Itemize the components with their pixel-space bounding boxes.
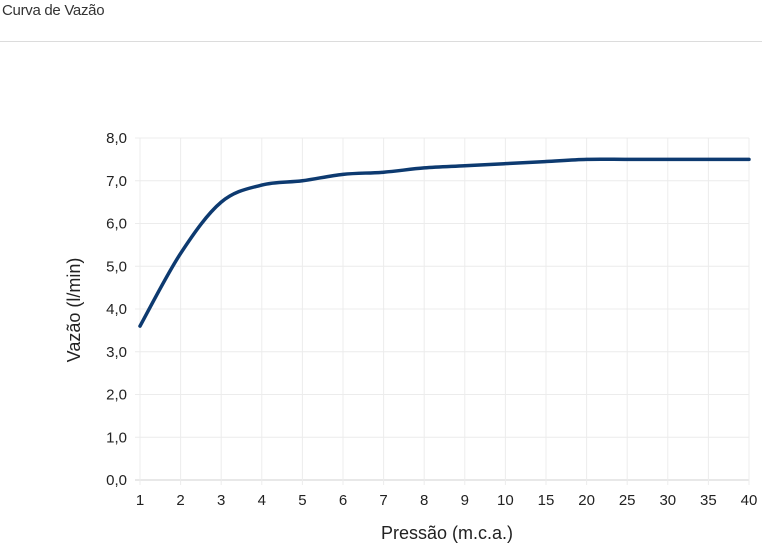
y-tick-label: 4,0 bbox=[106, 301, 127, 318]
x-tick-label: 9 bbox=[461, 492, 469, 509]
x-tick-label: 30 bbox=[659, 492, 676, 509]
y-tick-label: 7,0 bbox=[106, 173, 127, 190]
x-tick-label: 8 bbox=[420, 492, 428, 509]
x-tick-label: 25 bbox=[619, 492, 636, 509]
x-tick-label: 5 bbox=[298, 492, 306, 509]
x-tick-label: 4 bbox=[258, 492, 266, 509]
x-tick-label: 40 bbox=[741, 492, 758, 509]
y-tick-label: 5,0 bbox=[106, 258, 127, 275]
y-tick-label: 6,0 bbox=[106, 216, 127, 233]
x-tick-label: 2 bbox=[176, 492, 184, 509]
x-tick-label: 20 bbox=[578, 492, 595, 509]
series-line bbox=[138, 157, 751, 328]
x-tick-label: 7 bbox=[379, 492, 387, 509]
x-axis-label: Pressão (m.c.a.) bbox=[381, 523, 513, 543]
y-tick-label: 3,0 bbox=[106, 344, 127, 361]
x-tick-label: 1 bbox=[136, 492, 144, 509]
x-tick-label: 35 bbox=[700, 492, 717, 509]
y-tick-label: 2,0 bbox=[106, 387, 127, 404]
x-tick-label: 15 bbox=[538, 492, 555, 509]
page-title: Curva de Vazão bbox=[2, 2, 105, 19]
x-tick-label: 6 bbox=[339, 492, 347, 509]
y-tick-label: 8,0 bbox=[106, 130, 127, 147]
y-axis-label: Vazão (l/min) bbox=[64, 258, 84, 363]
page-header: Curva de Vazão bbox=[0, 0, 762, 42]
x-tick-label: 3 bbox=[217, 492, 225, 509]
y-tick-label: 1,0 bbox=[106, 429, 127, 446]
y-tick-label: 0,0 bbox=[106, 472, 127, 489]
x-tick-label: 10 bbox=[497, 492, 514, 509]
